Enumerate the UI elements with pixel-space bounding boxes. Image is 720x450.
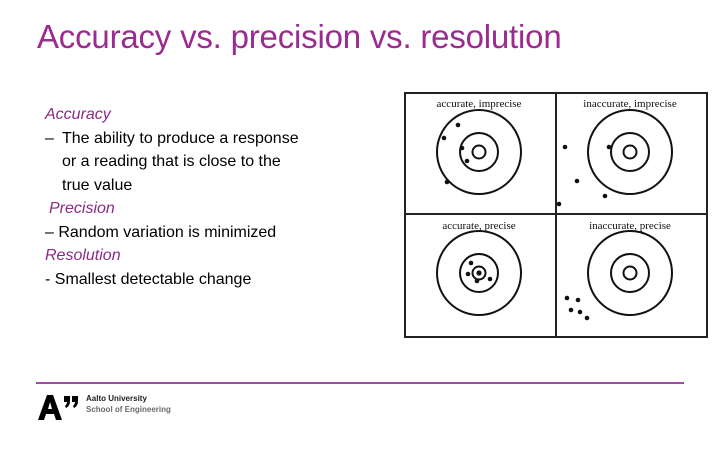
target-ring-middle [459, 253, 499, 293]
footer-divider [36, 382, 684, 384]
shot [444, 179, 450, 185]
accuracy-def-line-2: or a reading that is close to the [62, 153, 281, 170]
accuracy-def-line-3: true value [62, 176, 133, 194]
accuracy-definition: – The ability to produce a response or a… [45, 127, 375, 198]
shot [606, 144, 612, 150]
panel-label-accurate-imprecise: accurate, imprecise [437, 98, 522, 110]
accuracy-term: Accuracy [45, 106, 111, 123]
target-inaccurate-imprecise [587, 109, 673, 195]
target-ring-outer [436, 109, 522, 195]
target-ring-inner [622, 265, 638, 281]
target-ring-middle [610, 253, 650, 293]
target-inaccurate-precise [587, 230, 673, 316]
shots-inaccurate-imprecise [556, 144, 612, 207]
school-name: School of Engineering [86, 404, 171, 414]
shot [556, 201, 562, 207]
target-ring-outer [587, 109, 673, 195]
aalto-logo-icon [37, 392, 83, 422]
target-accurate-imprecise [436, 109, 522, 195]
shot [465, 271, 471, 277]
panel-label-accurate-precise: accurate, precise [442, 220, 515, 232]
shot [455, 122, 461, 128]
shot [602, 193, 608, 199]
precision-term: Precision [49, 200, 115, 217]
aalto-logo-graphic [38, 395, 78, 420]
shot [562, 144, 568, 150]
shot [575, 297, 581, 303]
shot [487, 276, 493, 282]
resolution-term: Resolution [45, 247, 121, 264]
target-ring-inner [471, 144, 487, 160]
target-ring-inner [622, 144, 638, 160]
resolution-definition: - Smallest detectable change [45, 270, 252, 288]
panel-label-inaccurate-imprecise: inaccurate, imprecise [583, 98, 677, 110]
shot [577, 309, 583, 315]
target-diagram: accurate, imprecise inaccurate, imprecis… [404, 92, 708, 338]
target-ring-middle [610, 132, 650, 172]
shot [441, 135, 447, 141]
shot [568, 307, 574, 313]
target-accurate-precise [436, 230, 522, 316]
panel-label-inaccurate-precise: inaccurate, precise [589, 220, 671, 232]
shots-inaccurate-precise [564, 295, 590, 321]
target-figure: accurate, imprecise inaccurate, imprecis… [404, 92, 708, 338]
shot [476, 270, 482, 276]
accuracy-dash: – [45, 129, 54, 147]
shot [564, 295, 570, 301]
shots-accurate-precise [465, 260, 493, 284]
shots-accurate-imprecise [441, 122, 470, 185]
aalto-logo-text: Aalto University School of Engineering [86, 394, 171, 415]
shot [464, 158, 470, 164]
shot [574, 178, 580, 184]
target-ring-outer [587, 230, 673, 316]
shot [474, 278, 480, 284]
shot [468, 260, 474, 266]
accuracy-def-line-1: The ability to produce a response [62, 129, 299, 147]
university-name: Aalto University [86, 394, 147, 403]
shot [459, 145, 465, 151]
target-ring-inner [471, 265, 487, 281]
target-ring-outer [436, 230, 522, 316]
target-ring-middle [459, 132, 499, 172]
precision-definition: – Random variation is minimized [45, 223, 277, 241]
slide-body: Accuracy – The ability to produce a resp… [45, 103, 375, 291]
shot [584, 315, 590, 321]
slide-title: Accuracy vs. precision vs. resolution [37, 18, 562, 55]
